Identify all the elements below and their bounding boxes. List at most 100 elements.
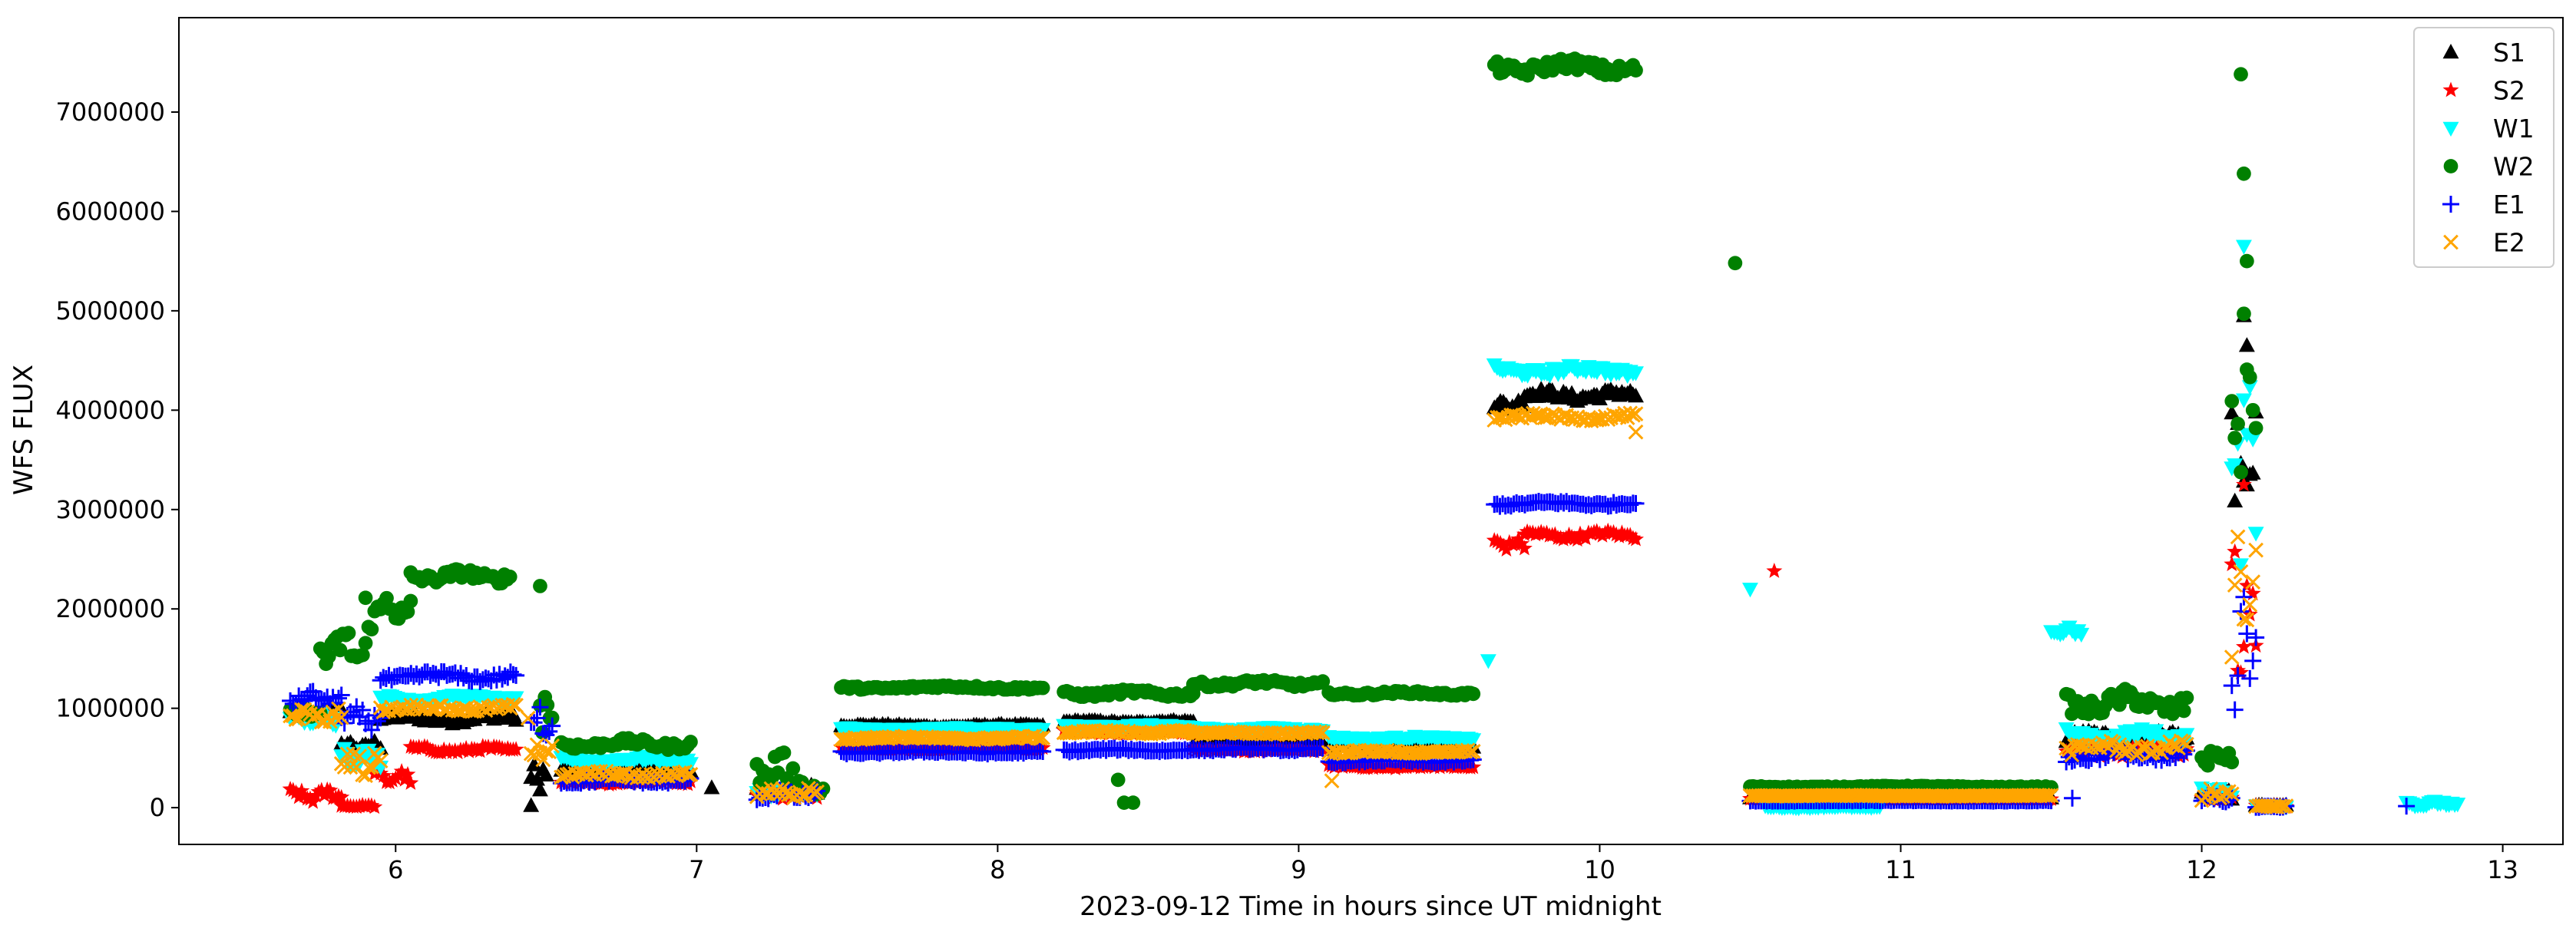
data-point-s2 [375, 767, 392, 783]
data-point-s1 [526, 756, 543, 771]
data-point-e2 [2239, 612, 2255, 628]
data-point-e1 [2247, 629, 2265, 646]
data-point-s2 [1622, 527, 1639, 543]
legend-label: E1 [2493, 190, 2525, 220]
data-point-e1 [362, 721, 380, 738]
legend-frame [2413, 27, 2555, 268]
data-point-w1 [1034, 722, 1051, 738]
data-point-s1 [537, 766, 554, 782]
data-point-s1 [508, 712, 524, 727]
data-point-e2 [422, 701, 438, 716]
data-point-w2 [2237, 166, 2251, 181]
data-point-s2 [1613, 524, 1630, 540]
data-point-w2 [1126, 795, 1141, 810]
legend-marker-s1 [2442, 44, 2459, 59]
data-point-s2 [1546, 526, 1563, 542]
y-axis-ticks: 0 1000000 2000000 3000000 4000000 5000000 6000… [55, 97, 179, 822]
data-point-e2 [336, 759, 352, 775]
y-axis-label: WFS FLUX [8, 365, 39, 495]
data-point-w2 [2242, 369, 2257, 385]
data-point-e2 [2275, 798, 2291, 814]
data-point-e1 [544, 717, 561, 735]
data-point-e1 [1314, 739, 1331, 757]
legend-label: W2 [2493, 152, 2535, 182]
y-tick-label: 2000000 [55, 594, 165, 623]
data-point-e2 [680, 767, 696, 783]
data-point-s2 [2236, 476, 2252, 492]
plot-frame [178, 17, 2564, 845]
data-point-e2 [2272, 798, 2288, 814]
data-point-w1 [683, 757, 699, 772]
legend-entry-s1: S1 [2442, 38, 2525, 68]
data-point-w2 [1315, 674, 1331, 689]
data-point-e1 [2241, 669, 2259, 687]
data-point-e2 [1312, 724, 1328, 740]
data-point-e2 [2134, 739, 2150, 755]
x-tick-label: 13 [2487, 855, 2518, 884]
legend-label: E2 [2493, 228, 2525, 258]
data-point-w2 [540, 698, 555, 712]
legend-label: S2 [2493, 76, 2525, 106]
data-point-s2 [1561, 526, 1577, 542]
y-tick-label: 3000000 [55, 495, 165, 524]
y-tick-label: 7000000 [55, 97, 165, 127]
data-point-s2 [393, 763, 410, 778]
data-point-e2 [544, 738, 560, 754]
data-point-s2 [1605, 524, 1622, 540]
data-point-w2 [2227, 431, 2243, 445]
y-tick-label: 4000000 [55, 395, 165, 425]
data-point-w1 [1742, 583, 1758, 598]
data-point-w2 [403, 593, 418, 609]
data-point-w2 [2240, 253, 2254, 269]
data-point-w2 [2248, 421, 2264, 436]
data-point-e2 [520, 710, 536, 726]
data-point-e2 [464, 703, 480, 719]
data-point-e2 [1628, 424, 1644, 440]
data-point-w2 [2245, 402, 2260, 418]
x-axis-label: 2023-09-12 Time in hours since UT midnig… [1080, 891, 1662, 922]
data-point-e2 [809, 784, 825, 800]
data-point-w2 [321, 649, 336, 664]
data-point-e2 [2227, 577, 2243, 593]
legend-label: W1 [2493, 114, 2535, 144]
data-point-w1 [2244, 432, 2261, 448]
data-point-w1 [1628, 366, 1644, 382]
series-w2 [283, 51, 2264, 810]
data-point-e2 [364, 758, 379, 775]
data-point-w2 [2237, 306, 2251, 322]
data-point-s1 [529, 771, 545, 786]
data-point-w2 [683, 735, 698, 749]
data-point-w2 [2224, 755, 2240, 770]
data-point-s2 [2233, 664, 2249, 680]
data-point-s2 [333, 788, 350, 804]
data-point-w1 [1465, 733, 1482, 748]
x-tick-label: 12 [2186, 855, 2217, 884]
data-point-e1 [2244, 652, 2262, 669]
data-point-s1 [523, 797, 540, 812]
data-point-w2 [364, 622, 379, 637]
data-point-s1 [1628, 387, 1644, 403]
data-point-s2 [2238, 577, 2255, 593]
data-point-w2 [2224, 394, 2240, 408]
data-point-e2 [358, 768, 373, 784]
data-point-s2 [1510, 530, 1527, 547]
data-point-e2 [2230, 529, 2246, 545]
data-point-s2 [1539, 524, 1555, 540]
data-point-w1 [2449, 798, 2466, 813]
data-point-w1 [2073, 627, 2090, 643]
data-point-w1 [2241, 380, 2258, 395]
data-point-s1 [532, 781, 548, 797]
data-point-s1 [2227, 492, 2244, 508]
data-point-e2 [2179, 736, 2194, 752]
data-point-e2 [529, 737, 545, 753]
series-e2 [283, 405, 2294, 814]
data-point-s2 [305, 793, 322, 809]
legend-label: S1 [2493, 38, 2525, 68]
data-point-s2 [1492, 534, 1509, 550]
data-point-s2 [1513, 535, 1529, 551]
data-point-s2 [285, 781, 302, 798]
y-tick-label: 0 [150, 793, 165, 822]
data-point-e2 [683, 767, 699, 782]
data-point-w2 [355, 647, 370, 662]
